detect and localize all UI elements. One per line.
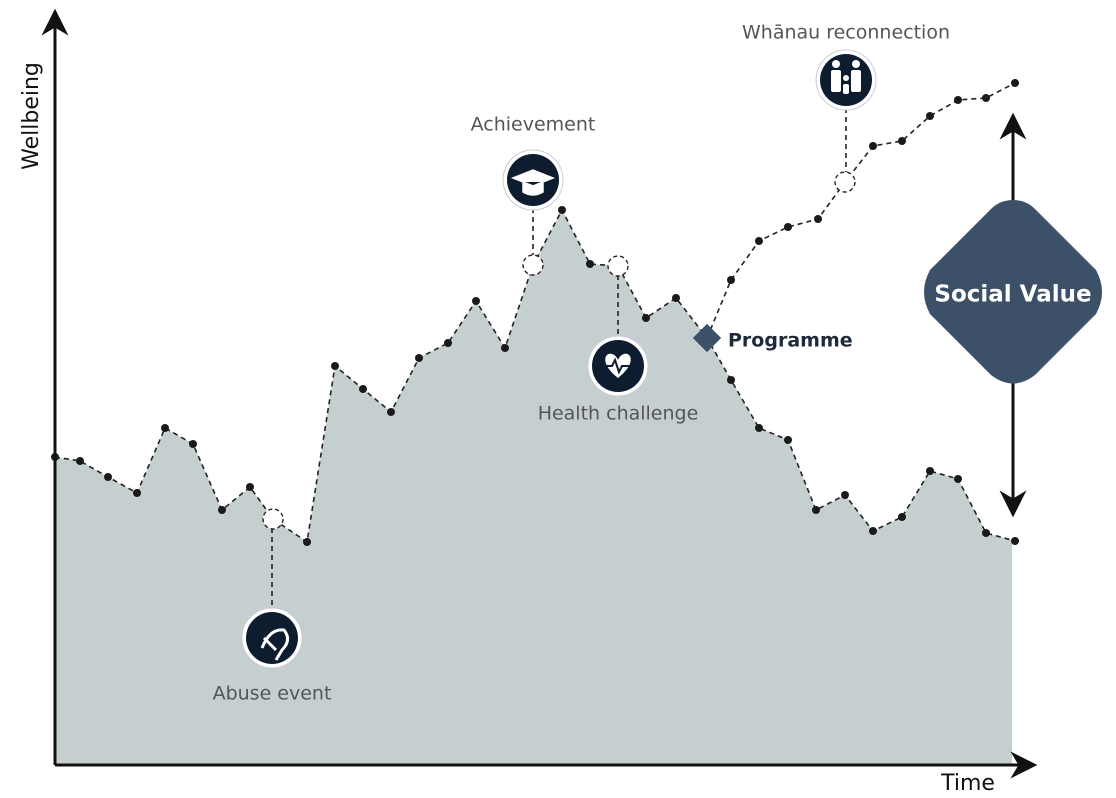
point bbox=[672, 294, 680, 302]
point bbox=[982, 94, 990, 102]
x-axis-label: Time bbox=[940, 771, 995, 796]
point bbox=[812, 506, 820, 514]
icon-glyph bbox=[843, 84, 849, 94]
point bbox=[898, 137, 906, 145]
point bbox=[841, 491, 849, 499]
point bbox=[954, 96, 962, 104]
wellbeing-area bbox=[55, 210, 1015, 765]
point bbox=[954, 475, 962, 483]
icon-glyph bbox=[604, 357, 632, 375]
social-value-label: Social Value bbox=[934, 282, 1091, 308]
icon-glyph bbox=[843, 75, 849, 81]
point bbox=[331, 362, 339, 370]
point bbox=[558, 206, 566, 214]
point bbox=[926, 467, 934, 475]
social-value-diamond bbox=[924, 200, 1102, 384]
point bbox=[814, 215, 822, 223]
point bbox=[869, 527, 877, 535]
point bbox=[755, 424, 763, 432]
point bbox=[869, 142, 877, 150]
point bbox=[1011, 537, 1019, 545]
y-axis-label: Wellbeing bbox=[19, 62, 44, 170]
point bbox=[982, 529, 990, 537]
point bbox=[444, 339, 452, 347]
point bbox=[133, 489, 141, 497]
point bbox=[303, 538, 311, 546]
event-point bbox=[834, 171, 856, 193]
icon-glyph bbox=[510, 169, 556, 196]
programme-label: Programme bbox=[728, 330, 853, 352]
event-label: Achievement bbox=[471, 114, 596, 136]
icon-glyph bbox=[832, 60, 840, 68]
event-point bbox=[262, 508, 284, 530]
improved-line bbox=[706, 82, 1016, 339]
point bbox=[586, 260, 594, 268]
chart-layer bbox=[51, 49, 1019, 765]
event-point bbox=[607, 255, 629, 277]
point bbox=[727, 276, 735, 284]
point bbox=[161, 424, 169, 432]
point bbox=[784, 436, 792, 444]
icon-glyph bbox=[851, 70, 861, 92]
event-icon-fill bbox=[246, 612, 298, 664]
point bbox=[218, 506, 226, 514]
point bbox=[104, 473, 112, 481]
point bbox=[76, 457, 84, 465]
point bbox=[189, 440, 197, 448]
icon-glyph bbox=[260, 628, 289, 661]
point bbox=[926, 112, 934, 120]
point bbox=[472, 297, 480, 305]
point bbox=[784, 223, 792, 231]
point bbox=[755, 237, 763, 245]
point bbox=[898, 513, 906, 521]
point bbox=[1011, 79, 1019, 87]
icon-glyph bbox=[831, 70, 841, 92]
point bbox=[727, 376, 735, 384]
point bbox=[642, 314, 650, 322]
icon-glyph bbox=[852, 60, 860, 68]
point bbox=[501, 344, 509, 352]
programme-marker bbox=[692, 323, 722, 353]
point bbox=[415, 354, 423, 362]
event-label: Health challenge bbox=[538, 403, 699, 425]
point bbox=[387, 408, 395, 416]
point bbox=[246, 483, 254, 491]
event-label: Abuse event bbox=[213, 683, 332, 705]
point bbox=[359, 385, 367, 393]
event-point bbox=[522, 254, 544, 276]
event-label: Whānau reconnection bbox=[742, 22, 950, 44]
